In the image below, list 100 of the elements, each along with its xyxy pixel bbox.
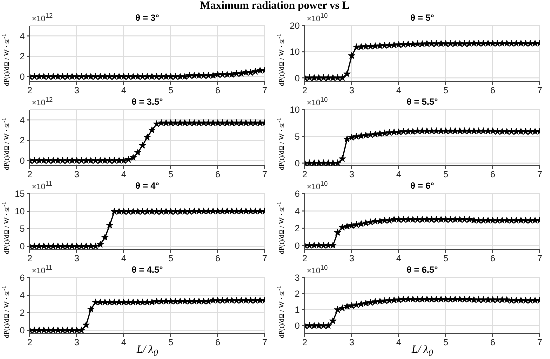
y-tick-label: 2 xyxy=(20,136,25,146)
point xyxy=(344,136,351,142)
point xyxy=(45,157,52,164)
point xyxy=(372,298,380,306)
point xyxy=(353,44,360,50)
y-tick-label: 10 xyxy=(290,47,300,58)
point xyxy=(59,157,67,164)
point xyxy=(242,119,250,126)
point xyxy=(470,216,478,224)
point xyxy=(82,321,90,328)
x-tick-label: 2 xyxy=(27,169,33,180)
x-tick-label: 2 xyxy=(302,169,308,180)
point xyxy=(447,40,454,48)
x-tick-label: 3 xyxy=(349,253,355,264)
y-tick-label: 2 xyxy=(20,308,25,318)
text: ×10$^{10}$ xyxy=(307,265,328,276)
point xyxy=(87,73,95,80)
point xyxy=(196,208,203,215)
point xyxy=(512,128,520,135)
point xyxy=(233,70,240,77)
y-tick-label: 4 xyxy=(294,206,300,216)
point xyxy=(353,221,360,228)
point xyxy=(125,298,132,306)
y-tick-label: 4 xyxy=(20,290,25,301)
y-tick-label: 4 xyxy=(20,31,25,42)
point xyxy=(508,128,516,135)
point xyxy=(508,296,516,304)
point xyxy=(390,128,398,136)
point xyxy=(186,72,194,79)
x-tick-label: 6 xyxy=(490,169,496,180)
x-tick-label: 4 xyxy=(396,169,402,180)
point xyxy=(461,128,468,134)
point xyxy=(400,296,408,303)
point xyxy=(390,216,398,223)
point xyxy=(116,73,123,80)
x-tick-label: 4 xyxy=(396,337,402,348)
x-tick-label: 3 xyxy=(74,337,80,348)
x-tick-label: 4 xyxy=(121,85,127,96)
point xyxy=(162,73,170,80)
point xyxy=(214,71,222,78)
point xyxy=(330,317,337,324)
x-tick-label: 3 xyxy=(349,337,355,348)
text: Maximum radiation power vs L xyxy=(199,0,351,12)
point xyxy=(96,73,104,80)
text: ×10$^{11}$ xyxy=(32,181,52,192)
point xyxy=(87,242,95,250)
point xyxy=(409,40,417,48)
point xyxy=(92,157,100,164)
x-tick-label: 3 xyxy=(74,169,80,180)
point xyxy=(144,73,152,80)
point xyxy=(106,222,114,229)
point xyxy=(134,73,142,80)
point xyxy=(484,40,492,47)
point xyxy=(414,216,422,223)
point xyxy=(36,73,44,80)
point xyxy=(532,40,539,47)
point xyxy=(204,72,212,79)
point xyxy=(518,40,525,47)
y-tick-label: 1 xyxy=(294,305,300,316)
point xyxy=(92,73,100,80)
x-tick-label: 2 xyxy=(302,85,308,96)
point xyxy=(532,128,539,135)
point xyxy=(320,160,328,166)
chart-title: θ = 4° xyxy=(136,181,160,191)
point xyxy=(338,155,346,162)
point xyxy=(395,41,403,48)
point xyxy=(31,326,38,334)
point xyxy=(470,128,478,134)
point xyxy=(148,126,156,134)
point xyxy=(78,157,86,164)
x-tick-label: 4 xyxy=(121,169,127,180)
point xyxy=(306,242,314,249)
point xyxy=(518,216,525,224)
point xyxy=(447,216,454,223)
y-tick-label: 2 xyxy=(294,224,300,234)
point xyxy=(130,73,138,80)
x-tick-label: 7 xyxy=(262,337,268,348)
point xyxy=(242,296,250,304)
x-tick-label: 7 xyxy=(537,169,543,180)
point xyxy=(470,40,478,47)
point xyxy=(518,128,525,135)
point xyxy=(158,73,166,80)
point xyxy=(172,298,180,305)
point xyxy=(134,148,142,156)
text: ×10$^{12}$ xyxy=(32,13,53,24)
text: ×10$^{10}$ xyxy=(307,13,328,24)
point xyxy=(390,296,398,304)
y-tick-label: 6 xyxy=(294,189,300,200)
x-tick-label: 2 xyxy=(27,337,33,348)
point xyxy=(480,216,488,224)
point xyxy=(82,73,90,80)
x-tick-label: 3 xyxy=(349,169,355,180)
y-tick-label: 0 xyxy=(20,242,25,252)
point xyxy=(238,208,246,215)
point xyxy=(315,322,323,330)
point xyxy=(50,73,58,80)
point xyxy=(31,242,38,250)
point xyxy=(54,326,62,334)
point xyxy=(172,119,180,126)
point xyxy=(153,73,161,80)
